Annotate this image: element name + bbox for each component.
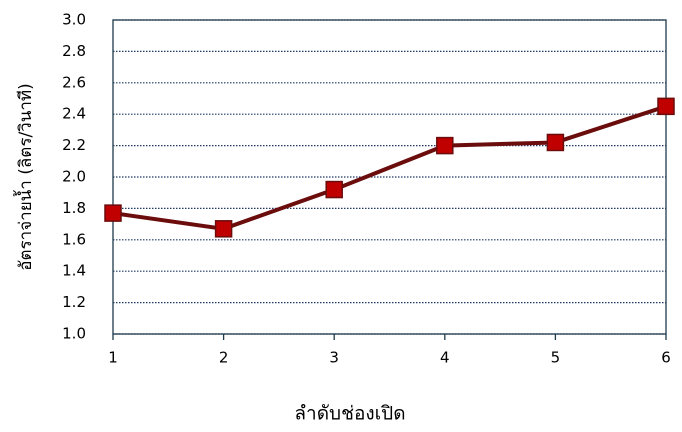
x-tick-label: 6	[661, 349, 671, 367]
data-marker	[325, 180, 343, 199]
plot-frame	[112, 19, 667, 335]
data-line	[112, 104, 667, 231]
y-axis-label: อัตราจ่ายน้ำ (ลิตร/วินาที)	[13, 83, 36, 270]
y-tick-label: 2.4	[62, 105, 86, 123]
y-tick-label: 2.6	[62, 73, 86, 91]
data-marker	[214, 220, 233, 238]
y-tick-label: 1.4	[62, 262, 86, 280]
data-marker	[546, 133, 565, 152]
y-tick-label: 3.0	[62, 11, 86, 29]
y-tick-label: 2.8	[62, 42, 86, 60]
y-tick-label: 1.6	[62, 230, 86, 248]
x-tick-label: 3	[329, 349, 339, 367]
x-tick-label: 2	[219, 349, 229, 367]
y-tick-label: 2.0	[62, 168, 86, 186]
data-marker	[436, 136, 454, 155]
y-tick-label: 1.2	[62, 293, 86, 311]
x-axis-label: ลำดับช่องเปิด	[294, 403, 405, 425]
data-marker	[657, 97, 675, 116]
y-tick-label: 1.0	[62, 325, 86, 343]
y-tick-label: 1.8	[62, 199, 86, 217]
data-marker	[104, 204, 122, 222]
y-tick-label: 2.2	[62, 136, 86, 154]
x-tick-label: 4	[440, 349, 450, 367]
x-tick-label: 1	[108, 349, 118, 367]
x-tick-label: 5	[551, 349, 561, 367]
